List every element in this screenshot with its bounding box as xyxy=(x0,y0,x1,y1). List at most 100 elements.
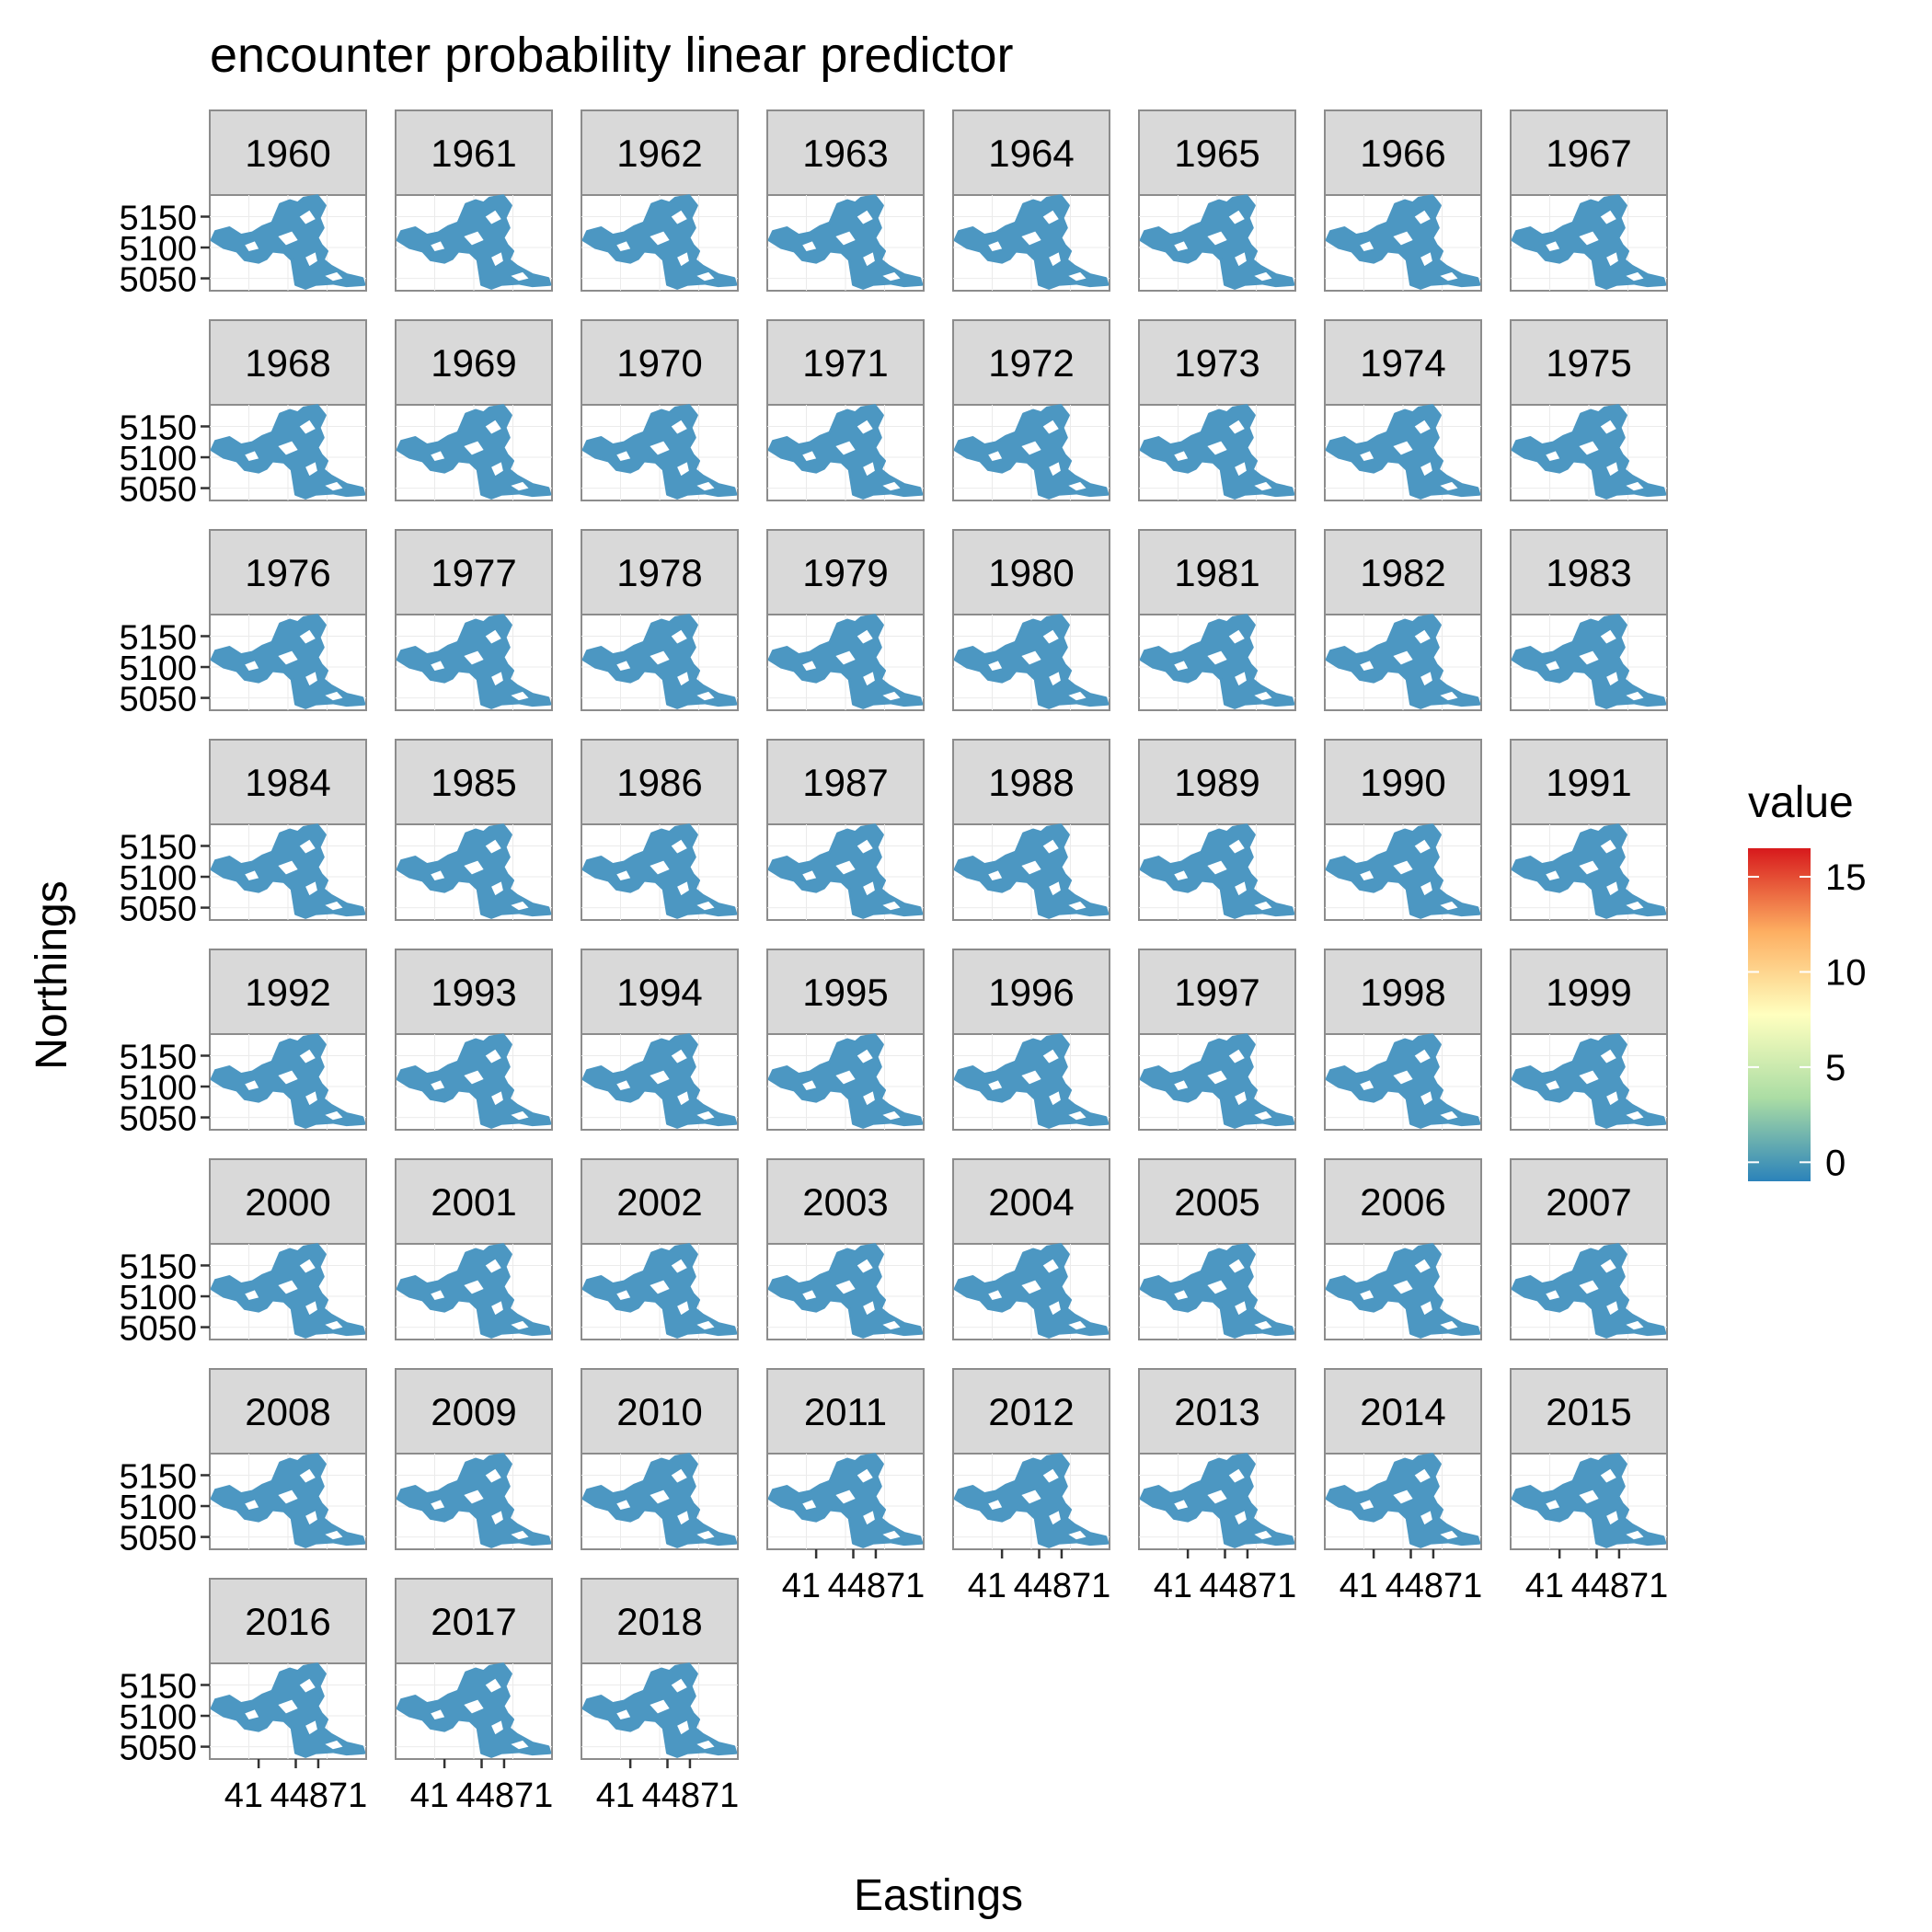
region-gap xyxy=(863,881,875,896)
region-gap xyxy=(464,1070,484,1085)
facet-label: 1965 xyxy=(1174,132,1259,175)
facet-label: 1999 xyxy=(1546,971,1631,1014)
facet-strip xyxy=(1324,1368,1482,1455)
region-gap xyxy=(305,252,317,267)
facet-strip xyxy=(1324,319,1482,406)
region-gap xyxy=(431,451,445,462)
region-gap xyxy=(671,1468,687,1483)
region-gap xyxy=(1626,481,1644,491)
region-gap xyxy=(299,629,316,644)
y-tick-label: 5150 xyxy=(119,828,197,867)
facet-panel: 2013 41 448​71 xyxy=(1138,1368,1296,1605)
facet-panel: 1988 xyxy=(952,739,1110,921)
region-gap xyxy=(491,252,503,267)
region-gap xyxy=(1235,1301,1247,1316)
facet-label: 2001 xyxy=(431,1180,516,1224)
region-gap xyxy=(1440,1110,1458,1121)
region-gap xyxy=(1235,881,1247,896)
region-gap xyxy=(1174,870,1189,881)
region-gap xyxy=(1420,1511,1432,1525)
facet-strip xyxy=(766,109,925,196)
region-gap xyxy=(1049,1301,1061,1316)
region-gap xyxy=(278,1489,298,1504)
region-gap xyxy=(616,1290,631,1301)
region-gap xyxy=(1440,271,1458,282)
facet-label: 1996 xyxy=(988,971,1074,1014)
region-gap xyxy=(1420,881,1432,896)
facet-label: 1983 xyxy=(1546,551,1631,594)
facet-label: 2004 xyxy=(988,1180,1074,1224)
region-gap xyxy=(511,481,529,491)
region-gap xyxy=(1254,691,1272,701)
region-gap xyxy=(1174,241,1189,252)
region-gap xyxy=(835,441,856,455)
region-gap xyxy=(1207,1070,1227,1085)
facet-label: 1964 xyxy=(988,132,1074,175)
region-gap xyxy=(1228,210,1245,224)
region-gap xyxy=(464,1280,484,1294)
facet-panel: 1965 xyxy=(1138,109,1296,292)
facet-label: 1975 xyxy=(1546,341,1631,385)
region-gap xyxy=(511,1530,529,1540)
y-tick-label: 5150 xyxy=(119,408,197,447)
region-gap xyxy=(1579,860,1599,875)
region-gap xyxy=(511,901,529,911)
y-tick-label: 5100 xyxy=(119,1279,197,1317)
region-gap xyxy=(305,462,317,477)
region-gap xyxy=(431,241,445,252)
region-gap xyxy=(1626,1110,1644,1121)
region-gap xyxy=(1420,1091,1432,1106)
region-gap xyxy=(696,1320,715,1330)
facet-panel: 2002 xyxy=(581,1158,739,1340)
region-gap xyxy=(245,1500,259,1511)
y-tick-label: 5050 xyxy=(119,1520,197,1558)
region-gap xyxy=(1626,691,1644,701)
region-gap xyxy=(1068,271,1087,282)
region-gap xyxy=(278,231,298,246)
region-gap xyxy=(1440,1530,1458,1540)
facet-label: 2000 xyxy=(245,1180,330,1224)
region-gap xyxy=(616,1500,631,1511)
x-tick-labels: 41 448​71 xyxy=(1340,1567,1483,1605)
facet-label: 1978 xyxy=(616,551,702,594)
facet-strip xyxy=(952,739,1110,825)
facet-panel: 2006 xyxy=(1324,1158,1482,1340)
facet-label: 1960 xyxy=(245,132,330,175)
facet-label: 1968 xyxy=(245,341,330,385)
facet-label: 2010 xyxy=(616,1390,702,1433)
facet-panel: 1979 xyxy=(766,529,925,711)
region-gap xyxy=(1420,1301,1432,1316)
region-gap xyxy=(1021,1070,1041,1085)
region-gap xyxy=(1414,420,1431,434)
region-gap xyxy=(1600,629,1616,644)
region-gap xyxy=(1626,1320,1644,1330)
facet-label: 1998 xyxy=(1360,971,1445,1014)
region-gap xyxy=(1228,629,1245,644)
facet-panel: 1980 xyxy=(952,529,1110,711)
region-gap xyxy=(650,860,670,875)
facet-strip xyxy=(209,739,367,825)
region-gap xyxy=(1414,1259,1431,1273)
facet-strip xyxy=(1510,739,1668,825)
region-gap xyxy=(1021,231,1041,246)
region-gap xyxy=(325,271,343,282)
region-gap xyxy=(1626,1530,1644,1540)
y-tick-label: 5100 xyxy=(119,1489,197,1527)
facet-label: 1973 xyxy=(1174,341,1259,385)
region-gap xyxy=(491,1720,503,1735)
region-gap xyxy=(305,672,317,686)
region-gap xyxy=(677,1511,689,1525)
facet-label: 1994 xyxy=(616,971,702,1014)
facet-panel: 2010 xyxy=(581,1368,739,1550)
facet-strip xyxy=(952,949,1110,1035)
facet-panel: 1974 xyxy=(1324,319,1482,501)
region-gap xyxy=(677,672,689,686)
region-gap xyxy=(835,1280,856,1294)
region-gap xyxy=(857,839,873,854)
region-gap xyxy=(1235,672,1247,686)
region-gap xyxy=(802,1080,817,1091)
region-gap xyxy=(616,451,631,462)
region-gap xyxy=(802,870,817,881)
facet-strip xyxy=(952,529,1110,615)
